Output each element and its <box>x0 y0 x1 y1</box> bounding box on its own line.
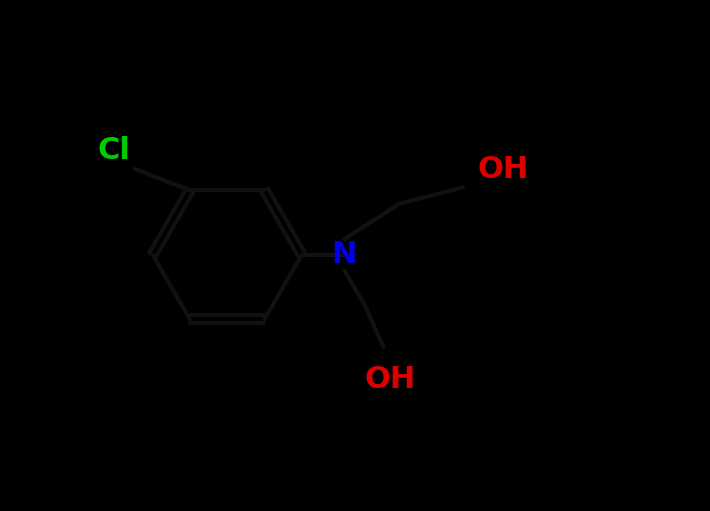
Text: N: N <box>332 240 357 269</box>
Text: OH: OH <box>365 365 416 394</box>
Text: OH: OH <box>477 155 528 184</box>
Text: Cl: Cl <box>97 135 131 165</box>
